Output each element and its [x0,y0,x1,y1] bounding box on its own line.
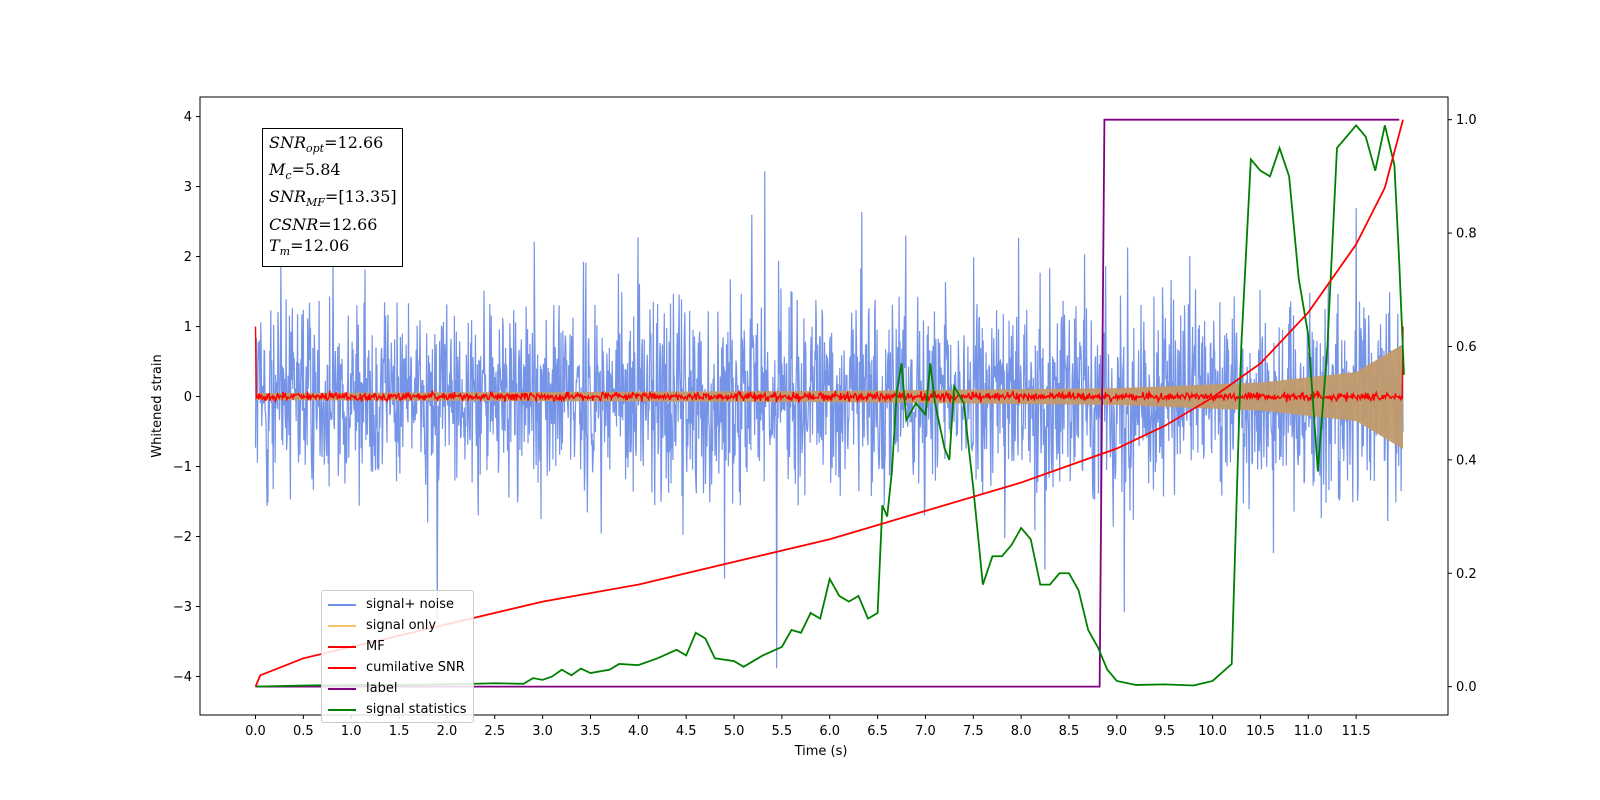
x-tick-label: 11.0 [1294,724,1323,739]
series-label [255,118,1400,688]
csnr-line: CSNR=12.66 [269,214,378,234]
x-axis-label: Time (s) [794,744,848,759]
legend: signal+ noise signal only MF cumilative … [321,590,474,723]
x-tick-label: 2.0 [437,724,458,739]
y-tick-label: 4 [184,110,192,125]
x-tick-label: 2.5 [484,724,505,739]
series-signal-statistics [255,123,1405,688]
legend-item-signal-only: signal only [328,615,467,636]
x-tick-label: 9.5 [1154,724,1175,739]
tm-value: 12.06 [303,235,350,255]
mc-value: 5.84 [304,160,341,180]
snr-opt-value: 12.66 [337,133,384,152]
legend-label: signal+ noise [366,597,455,612]
y2-tick-label: 0.8 [1456,227,1477,242]
y2-tick-label: 0.2 [1456,567,1477,582]
x-tick-label: 1.5 [389,724,410,739]
legend-label: signal statistics [366,702,467,717]
x-tick-label: 7.5 [963,724,984,739]
legend-swatch [328,603,356,606]
legend-item-signal-noise: signal+ noise [328,594,467,615]
y-tick-label: 2 [184,250,192,265]
x-tick-label: 5.0 [724,724,745,739]
y-tick-label: 1 [184,320,192,335]
legend-label: signal only [366,618,437,633]
mc-line: Mc=5.84 [269,160,341,183]
x-tick-label: 4.0 [628,724,649,739]
x-tick-label: 8.5 [1059,724,1080,739]
info-annotation-box: SNRopt=12.66 Mc=5.84 SNRMF=[13.35] CSNR=… [262,128,403,267]
y2-tick-label: 1.0 [1456,113,1477,128]
tm-line: Tm=12.06 [269,235,350,258]
x-tick-label: 6.0 [819,724,840,739]
plot-frame [199,96,1449,716]
series-signal-noise [254,171,1404,669]
x-tick-label: 3.0 [532,724,553,739]
y2-tick-label: 0.4 [1456,453,1477,468]
y-tick-label: −4 [173,670,192,685]
y2-axis-ticks: 1.0 0.8 0.6 0.4 0.2 0.0 [1448,113,1477,695]
legend-swatch [328,666,356,669]
x-tick-label: 3.5 [580,724,601,739]
series-mf [254,326,1404,404]
x-tick-label: 5.5 [772,724,793,739]
x-tick-label: 6.5 [867,724,888,739]
x-tick-label: 11.5 [1342,724,1371,739]
x-tick-label: 4.5 [676,724,697,739]
legend-item-signal-statistics: signal statistics [328,699,467,720]
legend-swatch [328,645,356,648]
snr-mf-value: [13.35] [338,187,397,207]
legend-item-cumulative-snr: cumilative SNR [328,657,467,678]
legend-swatch [328,708,356,711]
y2-tick-label: 0.6 [1456,340,1477,355]
y-tick-label: −1 [173,460,192,475]
snr-opt-line: SNRopt=12.66 [269,133,384,156]
x-tick-label: 10.0 [1198,724,1227,739]
y-tick-label: −2 [173,530,192,545]
snr-mf-line: SNRMF=[13.35] [269,187,397,210]
csnr-value: 12.66 [331,214,378,234]
x-tick-label: 8.0 [1011,724,1032,739]
y2-tick-label: 0.0 [1456,680,1477,695]
x-tick-label: 9.0 [1107,724,1128,739]
x-tick-label: 7.0 [915,724,936,739]
x-tick-label: 10.5 [1246,724,1275,739]
y-tick-label: −3 [173,600,192,615]
legend-item-mf: MF [328,636,467,657]
legend-swatch [328,687,356,690]
y-tick-label: 3 [184,180,192,195]
legend-swatch [328,624,356,627]
y-axis-label: Whitened strain [150,354,165,457]
legend-label: MF [366,639,385,654]
x-tick-label: 1.0 [341,724,362,739]
legend-label: cumilative SNR [366,660,465,675]
legend-label: label [366,681,398,696]
x-axis-ticks: 0.0 0.5 1.0 1.5 2.0 2.5 3.0 3.5 4.0 4.5 5.0 5.5 6.0 6… [245,715,1371,739]
x-tick-label: 0.0 [245,724,266,739]
y-axis-ticks: 4 3 2 1 0 −1 −2 −3 −4 [173,110,200,685]
x-tick-label: 0.5 [293,724,314,739]
legend-item-label: label [328,678,467,699]
y-tick-label: 0 [184,390,192,405]
